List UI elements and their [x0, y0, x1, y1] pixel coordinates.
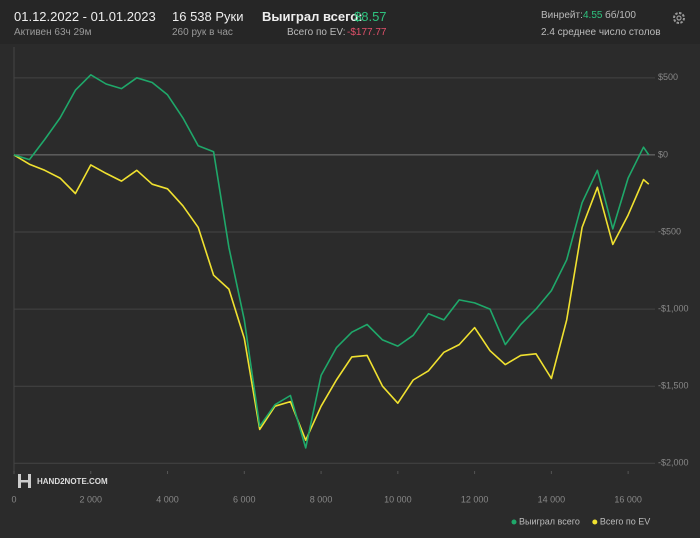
y-tick-label: $500	[658, 72, 678, 82]
winrate-label: Винрейт:	[541, 10, 583, 21]
series-line	[13, 154, 650, 441]
legend-marker	[511, 519, 517, 525]
y-tick-label: $0	[658, 149, 668, 159]
y-tick-label: -$500	[658, 226, 681, 236]
legend-label: Выиграл всего	[519, 516, 580, 526]
y-tick-label: -$1,000	[658, 303, 689, 313]
active-time: Активен 63ч 29м	[14, 27, 92, 38]
y-tick-label: -$2,000	[658, 458, 689, 468]
winrate-value: 4.55	[583, 10, 603, 21]
x-tick-label: 12 000	[461, 494, 489, 504]
won-value: $8.57	[354, 9, 387, 24]
period: 01.12.2022 - 01.01.2023	[14, 9, 156, 24]
logo-text: HAND2NOTE.COM	[37, 477, 108, 486]
x-tick-label: 6 000	[233, 494, 256, 504]
x-tick-label: 2 000	[80, 494, 103, 504]
x-tick-label: 4 000	[156, 494, 179, 504]
x-tick-label: 8 000	[310, 494, 333, 504]
ev-value: -$177.77	[347, 27, 387, 38]
series-line	[13, 74, 650, 449]
x-tick-label: 14 000	[538, 494, 566, 504]
won-label: Выиграл всего:	[262, 9, 363, 24]
y-tick-label: -$1,500	[658, 381, 689, 391]
winrate-unit: бб/100	[605, 10, 636, 21]
logo: HAND2NOTE.COM	[18, 474, 108, 488]
legend-marker	[592, 519, 598, 525]
legend-label: Всего по EV	[600, 516, 650, 526]
ev-label: Всего по EV:	[287, 27, 346, 38]
x-tick-label: 16 000	[614, 494, 642, 504]
header: 01.12.2022 - 01.01.2023 Активен 63ч 29м …	[0, 0, 700, 44]
hands-per-hour: 260 рук в час	[172, 27, 233, 38]
x-tick-label: 10 000	[384, 494, 412, 504]
settings-icon[interactable]	[671, 10, 687, 26]
hands: 16 538 Руки	[172, 9, 244, 24]
tables: 2.4 среднее число столов	[541, 27, 661, 38]
x-tick-label: 0	[11, 494, 16, 504]
